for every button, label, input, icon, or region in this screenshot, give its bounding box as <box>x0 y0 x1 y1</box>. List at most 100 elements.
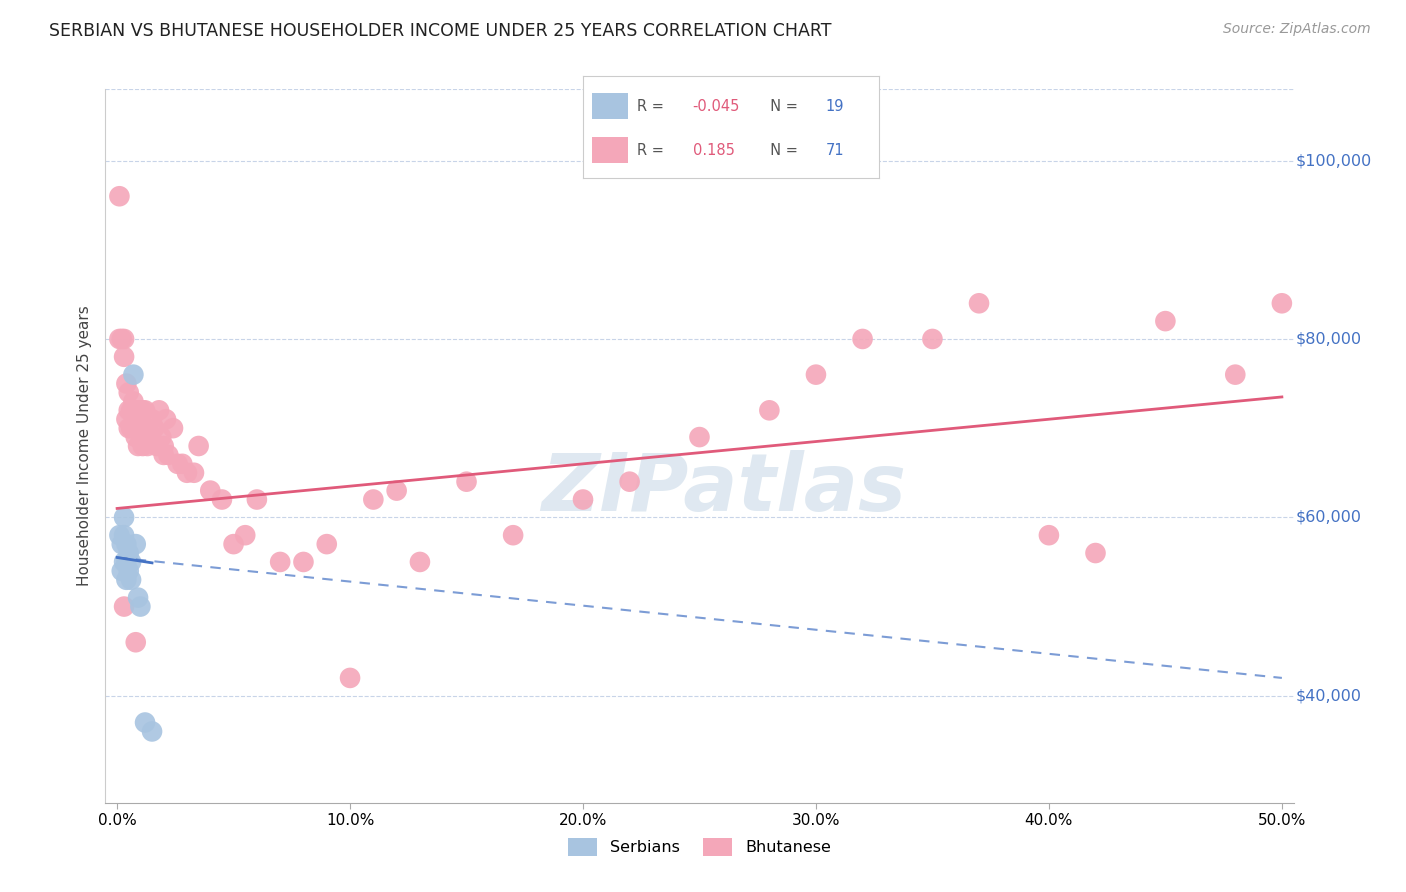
Point <box>143 421 166 435</box>
Point <box>108 189 131 203</box>
Point <box>125 537 148 551</box>
Point <box>1225 368 1247 382</box>
Point <box>502 528 524 542</box>
Text: $40,000: $40,000 <box>1296 689 1362 703</box>
Point <box>115 412 138 426</box>
Point <box>921 332 943 346</box>
Point <box>183 466 205 480</box>
Point <box>233 528 256 542</box>
Point <box>120 403 142 417</box>
Point <box>572 492 595 507</box>
Point <box>222 537 245 551</box>
Point <box>122 394 145 409</box>
Point <box>134 421 156 435</box>
Point <box>136 421 159 435</box>
Point <box>148 403 170 417</box>
Point <box>112 599 135 614</box>
Point <box>152 448 174 462</box>
Text: SERBIAN VS BHUTANESE HOUSEHOLDER INCOME UNDER 25 YEARS CORRELATION CHART: SERBIAN VS BHUTANESE HOUSEHOLDER INCOME … <box>49 22 832 40</box>
Point <box>150 430 173 444</box>
Point <box>112 350 135 364</box>
Text: 0.185: 0.185 <box>693 143 734 158</box>
Point <box>111 332 134 346</box>
Point <box>339 671 361 685</box>
Point <box>120 421 142 435</box>
Point <box>689 430 711 444</box>
Point <box>115 555 138 569</box>
Point <box>967 296 990 310</box>
Point <box>118 385 141 400</box>
Point <box>162 421 184 435</box>
Text: $60,000: $60,000 <box>1296 510 1362 524</box>
Point <box>118 546 141 560</box>
Point <box>138 430 160 444</box>
Point <box>157 448 180 462</box>
Text: R =: R = <box>637 143 668 158</box>
Point <box>120 573 142 587</box>
Point <box>172 457 194 471</box>
Point <box>315 537 337 551</box>
Point <box>385 483 408 498</box>
Point <box>112 528 135 542</box>
Text: $80,000: $80,000 <box>1296 332 1362 346</box>
Point <box>129 599 152 614</box>
Text: -0.045: -0.045 <box>693 99 740 113</box>
Point <box>141 724 163 739</box>
Point <box>108 528 131 542</box>
Point <box>292 555 315 569</box>
Point <box>115 537 138 551</box>
Point <box>1038 528 1060 542</box>
Point <box>134 403 156 417</box>
Point <box>118 421 141 435</box>
Point <box>129 403 152 417</box>
Point <box>166 457 188 471</box>
Point <box>125 635 148 649</box>
Text: 19: 19 <box>825 99 844 113</box>
Point <box>127 403 149 417</box>
Point <box>152 439 174 453</box>
Text: Source: ZipAtlas.com: Source: ZipAtlas.com <box>1223 22 1371 37</box>
Text: ZIPatlas: ZIPatlas <box>541 450 905 528</box>
Point <box>108 332 131 346</box>
Point <box>176 466 198 480</box>
Text: N =: N = <box>761 99 803 113</box>
Text: N =: N = <box>761 143 803 158</box>
Point <box>246 492 269 507</box>
Point <box>851 332 873 346</box>
Point <box>115 573 138 587</box>
Point <box>200 483 222 498</box>
Point <box>132 439 155 453</box>
Point <box>118 564 141 578</box>
Point <box>120 555 142 569</box>
Point <box>122 368 145 382</box>
Point <box>456 475 478 489</box>
Point <box>129 421 152 435</box>
Point <box>409 555 432 569</box>
Point <box>112 510 135 524</box>
Text: $100,000: $100,000 <box>1296 153 1372 168</box>
Point <box>136 439 159 453</box>
Point <box>1271 296 1294 310</box>
Text: R =: R = <box>637 99 668 113</box>
Point <box>363 492 385 507</box>
Point <box>141 412 163 426</box>
Point <box>125 430 148 444</box>
Point <box>155 412 177 426</box>
Point <box>127 591 149 605</box>
Point <box>187 439 209 453</box>
Point <box>145 439 167 453</box>
Point <box>1084 546 1107 560</box>
Point <box>758 403 780 417</box>
Point <box>111 537 134 551</box>
Point <box>132 403 155 417</box>
Y-axis label: Householder Income Under 25 years: Householder Income Under 25 years <box>77 306 93 586</box>
Point <box>125 403 148 417</box>
Bar <box>592 94 627 119</box>
Legend: Serbians, Bhutanese: Serbians, Bhutanese <box>562 831 837 863</box>
Point <box>211 492 233 507</box>
Point <box>115 376 138 391</box>
Point <box>269 555 291 569</box>
Point <box>112 555 135 569</box>
Point <box>804 368 827 382</box>
Point <box>112 332 135 346</box>
